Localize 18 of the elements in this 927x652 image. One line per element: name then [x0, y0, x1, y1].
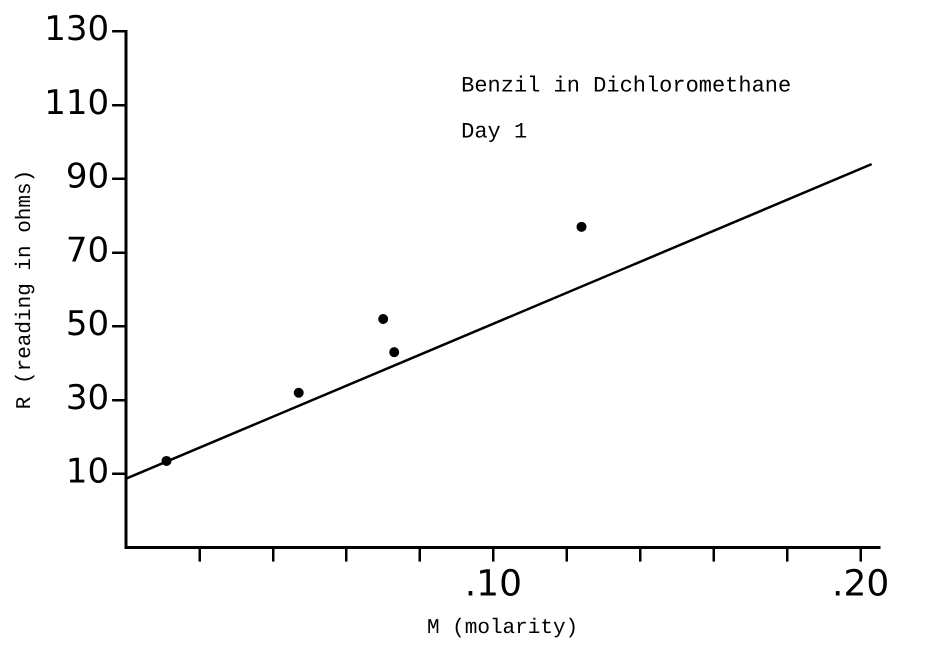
x-tick-label: .10 [464, 564, 522, 605]
point [389, 347, 400, 358]
point [294, 388, 304, 398]
y-tick-label: 70 [66, 230, 110, 270]
y-tick-label: 50 [66, 304, 110, 344]
annotation: Benzil in Dichloromethane [461, 73, 792, 98]
y-tick-label: 30 [66, 378, 110, 418]
point [378, 314, 388, 324]
y-tick-label: 130 [44, 9, 110, 50]
x-axis-title: M (molarity) [426, 616, 578, 640]
y-axis-title: R (reading in ohms) [14, 170, 38, 410]
point [576, 222, 587, 232]
annotation: Day 1 [461, 119, 528, 144]
x-tick-label: .20 [832, 564, 890, 605]
point [161, 456, 172, 466]
y-tick-label: 90 [66, 156, 110, 197]
y-tick-label: 10 [66, 452, 110, 492]
y-tick-label: 110 [44, 82, 110, 123]
